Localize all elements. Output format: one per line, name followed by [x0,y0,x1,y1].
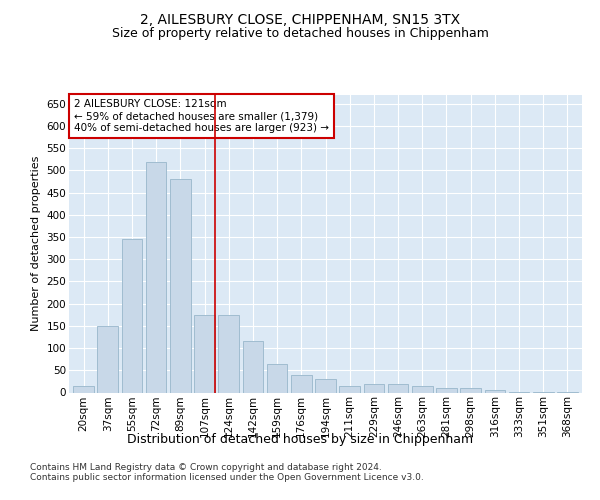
Y-axis label: Number of detached properties: Number of detached properties [31,156,41,332]
Bar [73,386,94,392]
Text: Distribution of detached houses by size in Chippenham: Distribution of detached houses by size … [127,432,473,446]
Bar [412,386,433,392]
Bar [242,342,263,392]
Bar [97,326,118,392]
Text: 2, AILESBURY CLOSE, CHIPPENHAM, SN15 3TX: 2, AILESBURY CLOSE, CHIPPENHAM, SN15 3TX [140,12,460,26]
Bar [460,388,481,392]
Bar [218,315,239,392]
Bar [315,379,336,392]
Bar [122,240,142,392]
Bar [170,180,191,392]
Bar [436,388,457,392]
Bar [194,315,215,392]
Bar [388,384,409,392]
Bar [340,386,360,392]
Bar [146,162,166,392]
Text: 2 AILESBURY CLOSE: 121sqm
← 59% of detached houses are smaller (1,379)
40% of se: 2 AILESBURY CLOSE: 121sqm ← 59% of detac… [74,100,329,132]
Bar [364,384,384,392]
Bar [267,364,287,392]
Text: Size of property relative to detached houses in Chippenham: Size of property relative to detached ho… [112,28,488,40]
Bar [485,390,505,392]
Bar [291,374,311,392]
Text: Contains HM Land Registry data © Crown copyright and database right 2024.
Contai: Contains HM Land Registry data © Crown c… [30,462,424,482]
